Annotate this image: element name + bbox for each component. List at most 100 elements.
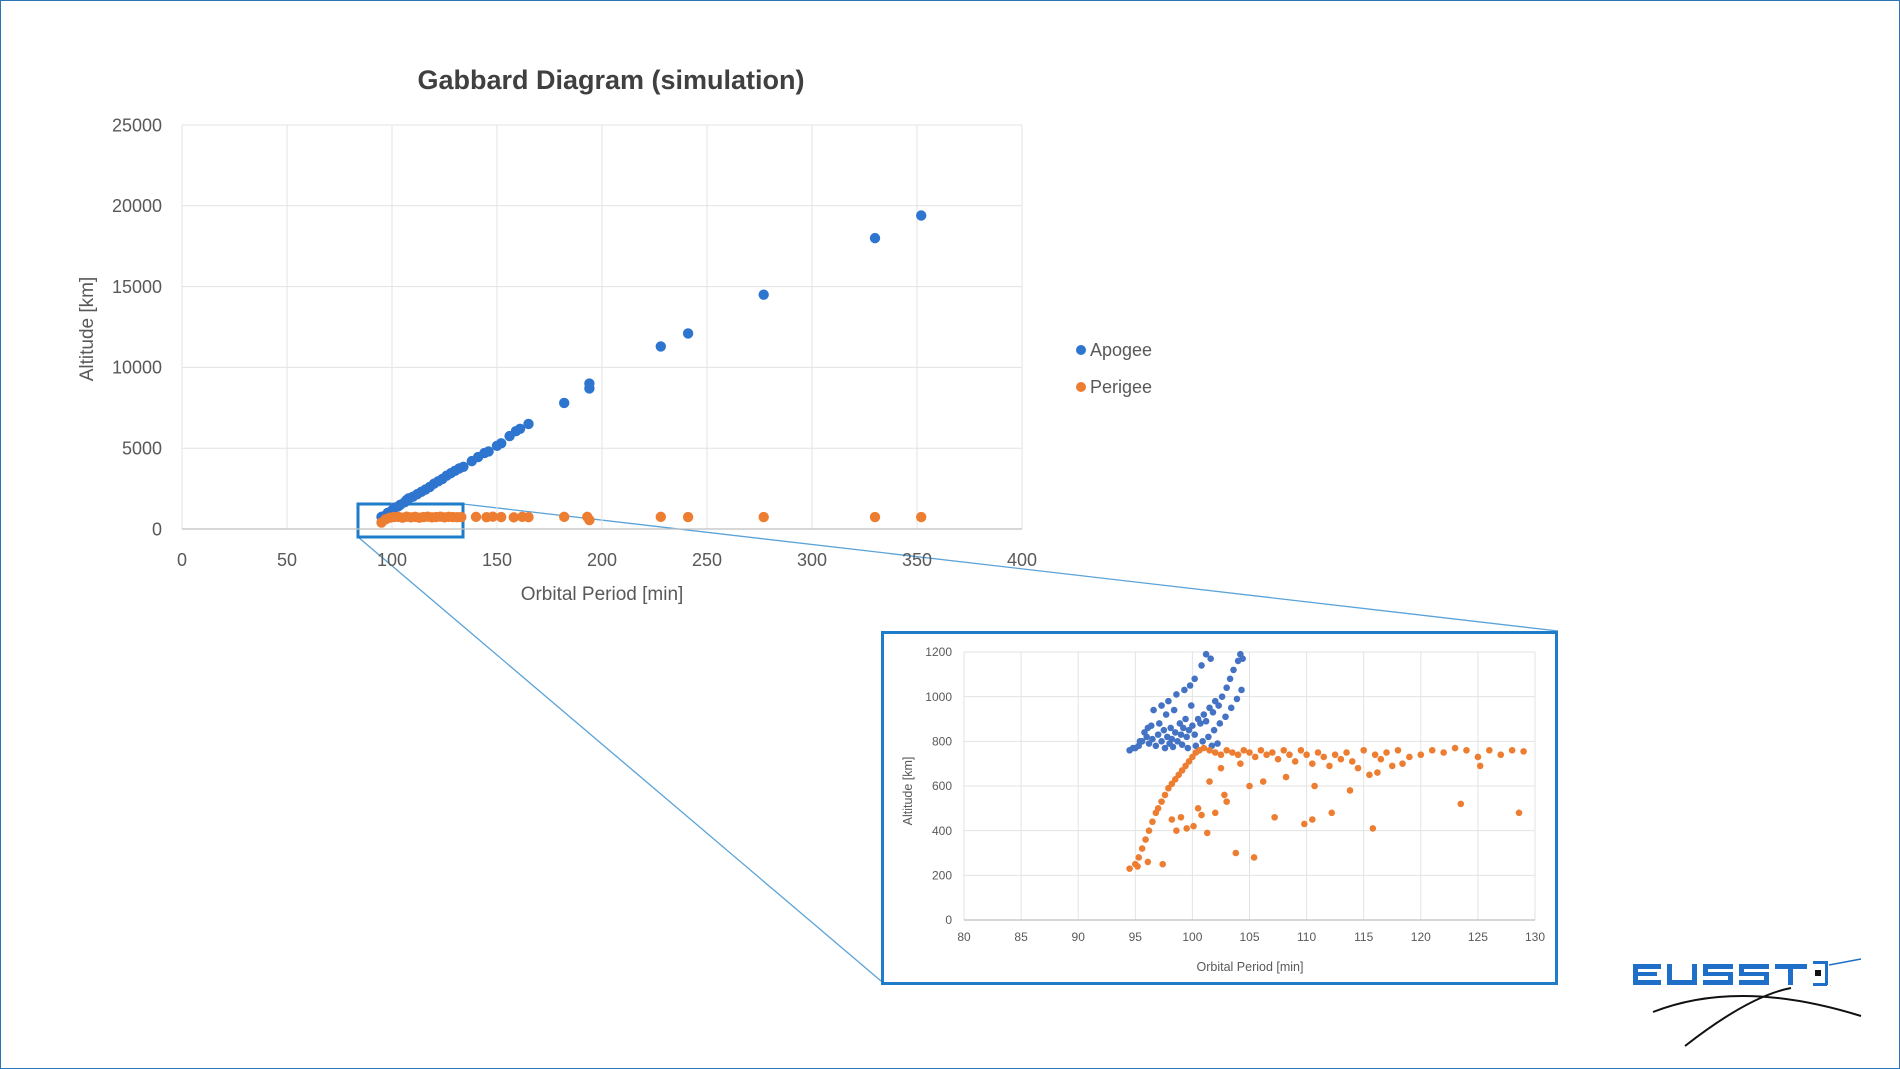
perigee-point: [1406, 753, 1413, 761]
main-xlabel: Orbital Period [min]: [521, 584, 684, 605]
apogee-point: [1179, 724, 1187, 732]
apogee-point: [1230, 666, 1237, 674]
y-tick-label: 600: [932, 779, 952, 793]
perigee-point: [1343, 749, 1350, 756]
perigee-point: [1428, 746, 1436, 754]
perigee-point: [487, 511, 498, 522]
apogee-point: [1183, 733, 1190, 741]
x-tick-label: 130: [1525, 930, 1545, 944]
perigee-point: [1476, 762, 1484, 770]
apogee-point: [1209, 709, 1217, 716]
apogee-point: [1191, 675, 1198, 683]
main-legend: Apogee Perigee: [1076, 340, 1152, 397]
perigee-point: [470, 511, 482, 523]
perigee-point: [1135, 854, 1143, 861]
perigee-point: [1348, 758, 1356, 765]
apogee-point: [559, 397, 570, 409]
perigee-point: [1451, 744, 1459, 752]
perigee-point: [1165, 784, 1172, 792]
legend-apogee-marker: [1076, 345, 1086, 355]
perigee-point: [1251, 753, 1259, 761]
perigee-point: [1328, 809, 1336, 817]
perigee-point: [682, 511, 694, 523]
perigee-point: [1374, 769, 1381, 776]
apogee-point: [758, 289, 769, 300]
apogee-point: [1191, 731, 1198, 738]
apogee-point: [1197, 720, 1204, 727]
x-tick-label: 400: [1007, 550, 1037, 570]
apogee-point: [1186, 682, 1194, 689]
perigee-point: [1223, 746, 1230, 754]
apogee-point: [1218, 693, 1226, 700]
y-tick-label: 5000: [122, 439, 162, 459]
perigee-point: [1346, 787, 1354, 794]
perigee-point: [1211, 749, 1219, 756]
x-tick-label: 200: [587, 550, 617, 570]
perigee-point: [1198, 811, 1205, 819]
apogee-point: [1136, 738, 1144, 745]
apogee-point: [1202, 717, 1210, 725]
main-gridlines: [181, 124, 1023, 530]
perigee-point: [1309, 760, 1316, 767]
x-tick-label: 150: [482, 550, 512, 570]
perigee-point: [1263, 751, 1270, 759]
perigee-point: [655, 511, 666, 523]
perigee-point: [1237, 760, 1244, 767]
apogee-point: [1177, 731, 1185, 738]
apogee-point: [1184, 744, 1192, 752]
perigee-point: [1234, 751, 1242, 759]
eusst-logo: [1633, 958, 1862, 1047]
perigee-point: [1320, 753, 1328, 761]
apogee-point: [1238, 686, 1245, 694]
perigee-point: [1200, 744, 1208, 752]
x-tick-label: 125: [1468, 930, 1488, 944]
perigee-point: [1173, 827, 1180, 834]
perigee-point: [1154, 805, 1162, 812]
apogee-point: [584, 378, 595, 389]
x-tick-label: 105: [1239, 930, 1259, 944]
main-ylabel: Altitude [km]: [77, 277, 98, 382]
apogee-point: [1176, 720, 1184, 727]
apogee-point: [1174, 738, 1181, 745]
perigee-point: [1257, 746, 1265, 754]
perigee-point: [1394, 746, 1402, 754]
y-tick-label: 15000: [112, 277, 162, 297]
apogee-point: [1200, 711, 1208, 718]
apogee-point: [1239, 655, 1246, 662]
perigee-point: [1309, 816, 1316, 823]
perigee-point: [1271, 813, 1278, 821]
apogee-point: [1202, 650, 1210, 658]
apogee-point: [1211, 697, 1219, 705]
apogee-point: [1141, 729, 1148, 736]
perigee-point: [1377, 755, 1385, 763]
apogee-point: [514, 423, 526, 435]
perigee-point: [1303, 751, 1310, 759]
apogee-point: [869, 232, 881, 244]
perigee-point: [1486, 746, 1493, 754]
perigee-point: [1331, 751, 1339, 759]
perigee-point: [1211, 809, 1219, 817]
perigee-point: [916, 511, 927, 523]
apogee-point: [1216, 720, 1224, 727]
perigee-point: [1217, 764, 1225, 772]
x-tick-label: 0: [177, 550, 187, 570]
perigee-point: [1138, 845, 1146, 852]
apogee-point: [1152, 742, 1160, 750]
apogee-point: [1205, 733, 1212, 741]
legend-perigee-marker: [1076, 382, 1086, 392]
perigee-point: [1232, 849, 1240, 857]
apogee-point: [1207, 655, 1214, 662]
perigee-point: [1274, 755, 1282, 763]
perigee-point: [1369, 825, 1377, 832]
perigee-point: [1286, 751, 1293, 759]
x-tick-label: 85: [1014, 930, 1028, 944]
apogee-point: [1214, 740, 1221, 747]
x-tick-label: 90: [1072, 930, 1086, 944]
x-tick-label: 50: [277, 550, 297, 570]
y-tick-label: 1000: [925, 690, 952, 704]
perigee-point: [1182, 762, 1189, 770]
apogee-point: [1171, 729, 1179, 736]
perigee-point: [1250, 854, 1258, 861]
apogee-point: [1170, 706, 1178, 714]
inset-scatter-chart: 80 85 90 95 100 105 110 115 120 125 130 0 200 400 600 8…: [901, 645, 1545, 974]
